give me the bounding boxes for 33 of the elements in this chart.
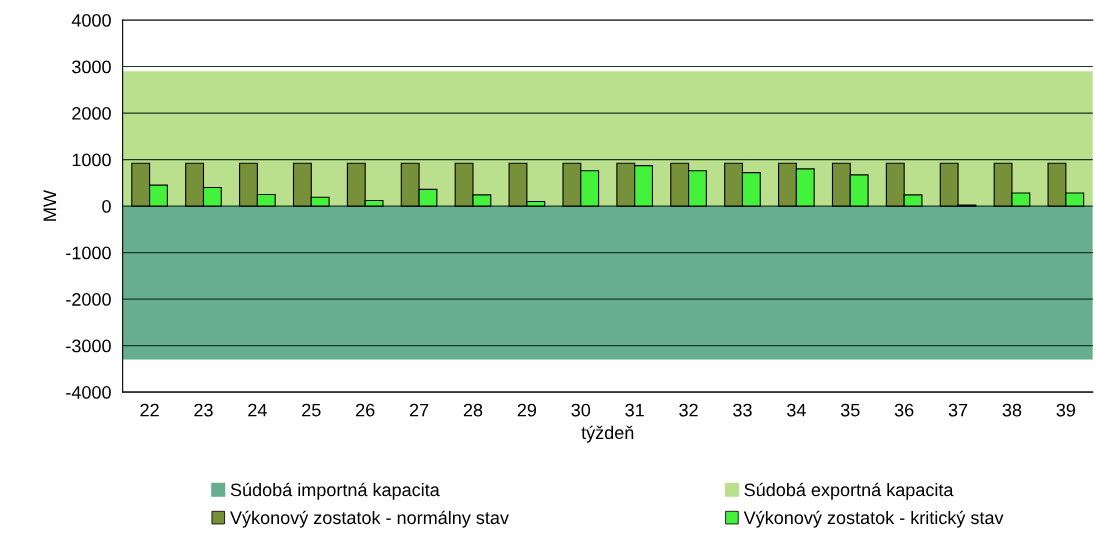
x-tick-label: 23 bbox=[194, 403, 213, 417]
y-axis-title: MW bbox=[43, 190, 57, 221]
x-tick-label: 31 bbox=[625, 403, 644, 417]
legend-label: Výkonový zostatok - kritický stav bbox=[743, 510, 1004, 528]
x-tick-label: 22 bbox=[140, 403, 159, 417]
legend-label: Výkonový zostatok - normálny stav bbox=[230, 510, 509, 528]
x-tick-label: 34 bbox=[787, 403, 806, 417]
x-tick-label: 37 bbox=[948, 403, 968, 417]
x-tick-label: 36 bbox=[894, 403, 914, 417]
y-tick-label: -2000 bbox=[66, 293, 111, 306]
x-tick-label: 38 bbox=[1002, 403, 1022, 417]
x-tick-label: 27 bbox=[409, 403, 429, 417]
x-tick-label: 35 bbox=[840, 403, 860, 417]
y-tick-label: -3000 bbox=[66, 339, 111, 353]
y-tick-label: 1000 bbox=[72, 153, 111, 167]
x-tick-label: 25 bbox=[302, 403, 321, 417]
x-tick-label: 32 bbox=[679, 403, 698, 417]
y-tick-label: 4000 bbox=[71, 13, 111, 27]
x-tick-label: 24 bbox=[248, 403, 267, 417]
y-tick-label: -4000 bbox=[66, 386, 111, 399]
y-tick-label: 0 bbox=[102, 200, 111, 213]
x-axis-title: týždeň bbox=[581, 425, 634, 443]
x-tick-label: 39 bbox=[1056, 403, 1076, 417]
x-tick-label: 26 bbox=[356, 403, 375, 417]
legend-label: Súdobá exportná kapacita bbox=[744, 482, 954, 500]
x-tick-label: 33 bbox=[733, 403, 752, 417]
legend-label: Súdobá importná kapacita bbox=[230, 482, 440, 500]
x-tick-label: 30 bbox=[571, 403, 591, 417]
y-tick-label: 3000 bbox=[72, 60, 111, 74]
x-tick-label: 29 bbox=[517, 403, 537, 417]
x-tick-label: 28 bbox=[463, 403, 483, 417]
y-tick-label: 2000 bbox=[72, 107, 111, 120]
y-tick-label: -1000 bbox=[66, 246, 111, 260]
